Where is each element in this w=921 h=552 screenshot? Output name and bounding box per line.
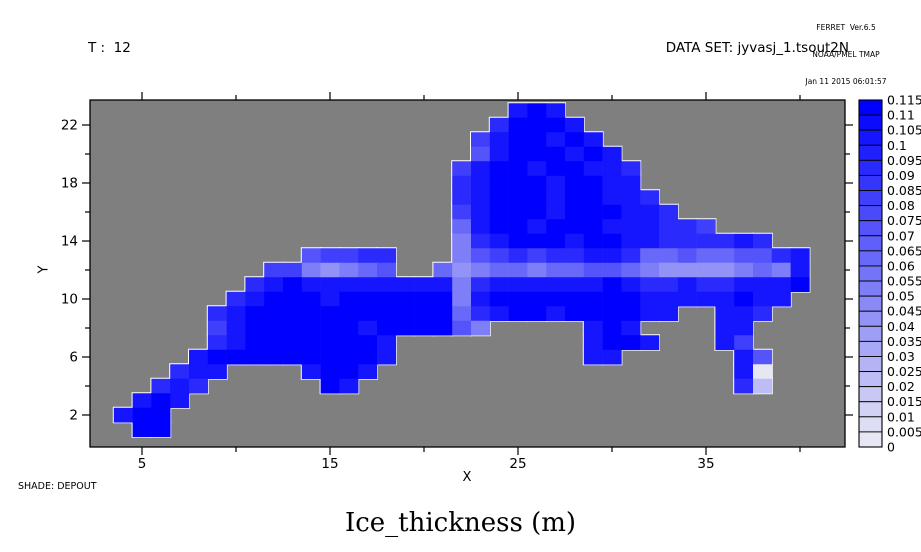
colorbar-label: 0.09 — [887, 168, 915, 183]
colorbar-label: 0 — [887, 440, 895, 455]
dataset-label: DATA SET: jyvasj_1.tsout2N — [665, 40, 849, 56]
x-tick-label: 35 — [697, 456, 714, 472]
colorbar-label: 0.02 — [887, 379, 915, 394]
y-tick-label: 2 — [69, 408, 78, 424]
colorbar-cell — [858, 205, 883, 222]
plot-title: Ice_thickness (m) — [344, 508, 577, 538]
colorbar-label: 0.1 — [887, 138, 907, 153]
colorbar-cell — [858, 129, 883, 146]
colorbar-label: 0.065 — [887, 243, 921, 258]
colorbar — [858, 99, 883, 448]
y-tick-label: 10 — [61, 292, 78, 308]
colorbar-label: 0.025 — [887, 364, 921, 379]
time-step-label: T : 12 — [88, 40, 131, 56]
colorbar-cell — [858, 220, 883, 237]
y-tick-label: 18 — [61, 176, 78, 192]
colorbar-border — [858, 99, 883, 448]
x-axis-label: X — [462, 470, 472, 485]
colorbar-cell — [858, 114, 883, 131]
colorbar-label: 0.01 — [887, 409, 915, 424]
y-axis-label: Y — [36, 265, 52, 274]
colorbar-cell — [858, 356, 883, 373]
colorbar-cell — [858, 250, 883, 267]
colorbar-label: 0.03 — [887, 349, 915, 364]
provenance-block: FERRET Ver.6.5 NOAA/PMEL TMAP Jan 11 201… — [776, 5, 916, 104]
colorbar-label: 0.04 — [887, 319, 915, 334]
y-tick-label: 6 — [69, 350, 78, 366]
colorbar-label: 0.055 — [887, 274, 921, 289]
provenance-line-version: FERRET Ver.6.5 — [816, 23, 876, 32]
y-tick-label: 22 — [61, 118, 78, 134]
colorbar-cell — [858, 235, 883, 252]
y-tick-label: 14 — [61, 234, 78, 250]
colorbar-label: 0.045 — [887, 304, 921, 319]
colorbar-label: 0.08 — [887, 198, 915, 213]
plot-border — [89, 99, 846, 448]
colorbar-label: 0.07 — [887, 228, 915, 243]
colorbar-cell — [858, 371, 883, 388]
colorbar-label: 0.06 — [887, 258, 915, 273]
colorbar-label: 0.075 — [887, 213, 921, 228]
colorbar-cell — [858, 416, 883, 433]
x-tick-label: 15 — [321, 456, 338, 472]
axis-ticks — [82, 92, 853, 455]
colorbar-cell — [858, 280, 883, 297]
heatmap-cells — [113, 103, 810, 438]
colorbar-cell — [858, 295, 883, 312]
x-tick-labels: 5 15 25 35 — [138, 456, 715, 472]
provenance-line-org: NOAA/PMEL TMAP — [812, 50, 880, 59]
colorbar-cell — [858, 144, 883, 161]
colorbar-cell — [858, 174, 883, 191]
colorbar-label: 0.015 — [887, 394, 921, 409]
colorbar-cell — [858, 310, 883, 327]
colorbar-cell — [858, 159, 883, 176]
colorbar-labels: 0.1150.110.1050.10.0950.090.0850.080.075… — [887, 93, 921, 455]
y-tick-labels: 2 6 10 14 18 22 — [61, 118, 78, 424]
colorbar-cell — [858, 386, 883, 403]
colorbar-label: 0.105 — [887, 123, 921, 138]
colorbar-label: 0.005 — [887, 424, 921, 439]
provenance-line-date: Jan 11 2015 06:01:57 — [805, 77, 887, 86]
colorbar-cell — [858, 401, 883, 418]
colorbar-label: 0.085 — [887, 183, 921, 198]
colorbar-label: 0.035 — [887, 334, 921, 349]
shade-command-label: SHADE: DEPOUT — [18, 481, 97, 492]
colorbar-label: 0.05 — [887, 289, 915, 304]
colorbar-cell — [858, 325, 883, 342]
colorbar-label: 0.11 — [887, 108, 915, 123]
x-tick-label: 5 — [138, 456, 147, 472]
colorbar-label: 0.095 — [887, 153, 921, 168]
colorbar-cell — [858, 340, 883, 357]
colorbar-cell — [858, 265, 883, 282]
colorbar-cell — [858, 431, 883, 448]
x-tick-label: 25 — [509, 456, 526, 472]
colorbar-label: 0.115 — [887, 93, 921, 108]
colorbar-cell — [858, 190, 883, 207]
